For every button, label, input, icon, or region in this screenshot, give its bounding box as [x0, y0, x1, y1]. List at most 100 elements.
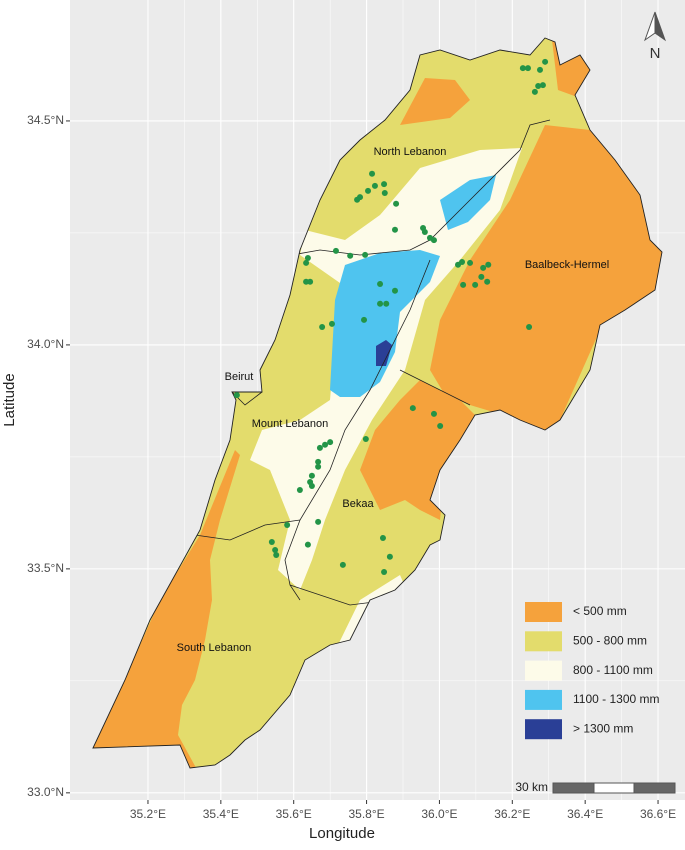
legend-label: < 500 mm — [573, 604, 627, 618]
station — [365, 187, 372, 194]
north-label: N — [650, 45, 661, 62]
station — [430, 410, 437, 417]
station — [421, 229, 428, 236]
zone-gt1300 — [376, 340, 392, 366]
legend-swatch — [525, 631, 562, 652]
x-tick-label: 36.0°E — [421, 807, 457, 821]
zone-lt500 — [400, 78, 470, 125]
x-tick-label: 35.8°E — [348, 807, 384, 821]
station — [308, 483, 315, 490]
station — [430, 237, 437, 244]
station — [542, 58, 549, 65]
station — [383, 300, 390, 307]
station — [536, 66, 543, 73]
legend-swatch — [525, 602, 562, 622]
station — [535, 83, 542, 90]
station — [332, 247, 339, 254]
station — [362, 435, 369, 442]
x-tick-label: 35.2°E — [130, 807, 166, 821]
station — [381, 569, 388, 576]
station — [272, 547, 279, 554]
north-arrow: N — [644, 11, 666, 62]
station — [459, 259, 466, 266]
station — [391, 287, 398, 294]
station — [467, 259, 474, 266]
station — [304, 255, 311, 262]
region-label: Beirut — [225, 371, 254, 383]
zone-lt500 — [430, 125, 662, 435]
zone-lt500 — [360, 380, 480, 520]
station — [386, 553, 393, 560]
station — [315, 458, 322, 465]
station — [391, 226, 398, 233]
legend-label: 500 - 800 mm — [573, 633, 647, 647]
station — [303, 259, 310, 266]
station — [381, 181, 388, 188]
legend-label: 800 - 1100 mm — [573, 663, 653, 677]
station — [472, 281, 479, 288]
y-tick-label: 33.0°N — [27, 785, 64, 799]
x-axis-title: Longitude — [309, 825, 375, 842]
x-tick-label: 36.4°E — [567, 807, 603, 821]
station — [322, 441, 329, 448]
x-tick-label: 36.6°E — [640, 807, 676, 821]
station — [379, 534, 386, 541]
zone-1100-1300 — [330, 250, 440, 397]
station — [371, 182, 378, 189]
region-label: Baalbeck-Hermel — [525, 259, 609, 271]
station — [524, 65, 531, 72]
station — [304, 541, 311, 548]
station — [315, 518, 322, 525]
station — [362, 251, 369, 258]
station — [316, 444, 323, 451]
station — [327, 439, 334, 446]
y-tick-label: 34.5°N — [27, 113, 64, 127]
region-label: Mount Lebanon — [252, 418, 328, 430]
station — [377, 280, 384, 287]
zone-lt500 — [93, 450, 240, 768]
station — [484, 278, 491, 285]
region-label: South Lebanon — [177, 642, 252, 654]
legend-swatch — [525, 689, 562, 710]
station — [328, 320, 335, 327]
station — [460, 281, 467, 288]
station — [233, 392, 240, 399]
scale-label: 30 km — [515, 780, 548, 794]
station — [393, 200, 400, 207]
station — [478, 273, 485, 280]
station — [315, 463, 322, 470]
legend-swatch — [525, 660, 562, 681]
legend-label: 1100 - 1300 mm — [573, 692, 660, 706]
x-tick-label: 36.2°E — [494, 807, 530, 821]
arrow-right — [654, 11, 666, 42]
scale-bar: 30 km — [515, 780, 676, 794]
scale-segment — [593, 782, 635, 794]
station — [531, 88, 538, 95]
station — [319, 323, 326, 330]
legend-swatch — [525, 719, 562, 740]
scale-segment — [552, 782, 595, 794]
station — [381, 190, 388, 197]
station — [284, 521, 291, 528]
y-tick-label: 33.5°N — [27, 561, 64, 575]
station — [480, 264, 487, 271]
station — [539, 82, 546, 89]
region-label: North Lebanon — [374, 146, 447, 158]
x-tick-label: 35.4°E — [203, 807, 239, 821]
station — [526, 323, 533, 330]
x-tick-label: 35.6°E — [276, 807, 312, 821]
station — [273, 551, 280, 558]
station — [519, 65, 526, 72]
scale-segment — [633, 782, 676, 794]
station — [296, 487, 303, 494]
station — [307, 278, 314, 285]
station — [377, 300, 384, 307]
station — [347, 252, 354, 259]
station — [354, 196, 361, 203]
y-tick-label: 34.0°N — [27, 337, 64, 351]
station — [485, 261, 492, 268]
station — [308, 472, 315, 479]
region-label: Bekaa — [342, 498, 374, 510]
station — [361, 316, 368, 323]
